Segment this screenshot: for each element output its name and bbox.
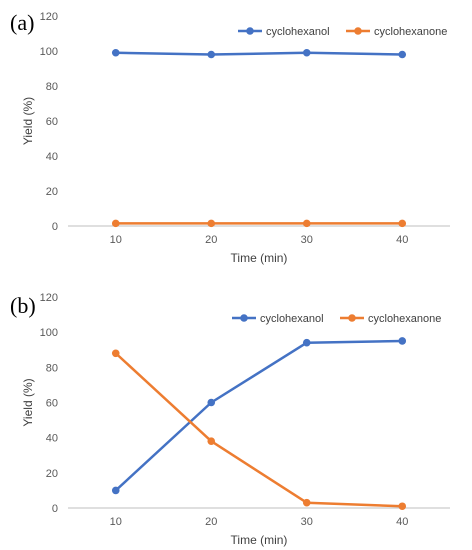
data-point-cyclohexanone: [111, 349, 120, 358]
y-tick-label: 60: [46, 116, 58, 128]
y-tick-label: 20: [46, 186, 58, 198]
legend-label-cyclohexanol: cyclohexanol: [260, 313, 324, 325]
y-tick-label: 0: [52, 221, 58, 233]
data-point-cyclohexanol: [398, 50, 407, 59]
panel-label: (a): [10, 10, 34, 35]
y-tick-label: 0: [52, 503, 58, 515]
data-point-cyclohexanol: [398, 337, 407, 345]
y-axis-label: Yield (%): [21, 378, 35, 426]
x-tick-label: 40: [396, 234, 408, 246]
y-tick-label: 100: [40, 327, 58, 339]
data-point-cyclohexanone: [302, 498, 311, 507]
series-line-cyclohexanol: [115, 51, 403, 56]
x-tick-label: 10: [110, 234, 122, 246]
series-line-cyclohexanol: [114, 339, 403, 492]
data-point-cyclohexanone: [111, 219, 120, 228]
x-tick-label: 30: [301, 516, 313, 528]
legend-label-cyclohexanone: cyclohexanone: [368, 313, 441, 325]
x-axis-label: Time (min): [231, 533, 288, 547]
y-tick-label: 40: [46, 151, 58, 163]
data-point-cyclohexanone: [302, 219, 311, 228]
y-axis-label: Yield (%): [21, 97, 35, 145]
legend-marker-cyclohexanol: [240, 314, 248, 322]
x-tick-label: 40: [396, 516, 408, 528]
data-point-cyclohexanone: [398, 219, 407, 228]
x-tick-label: 20: [205, 516, 217, 528]
data-point-cyclohexanol: [207, 50, 216, 59]
data-point-cyclohexanol: [111, 486, 120, 495]
legend-marker-cyclohexanone: [354, 27, 362, 35]
legend-marker-cyclohexanol: [246, 27, 254, 35]
y-tick-label: 80: [46, 362, 58, 374]
legend-label-cyclohexanol: cyclohexanol: [266, 26, 330, 38]
y-tick-label: 80: [46, 81, 58, 93]
y-tick-label: 100: [40, 46, 58, 58]
legend-label-cyclohexanone: cyclohexanone: [374, 26, 447, 38]
chart-panel-0: (a) 0 20 40 60 80 100 120 10 20 30 40 Time (min) Yiel…: [10, 10, 450, 265]
x-tick-label: 10: [110, 516, 122, 528]
x-tick-label: 30: [301, 234, 313, 246]
y-tick-label: 120: [40, 11, 58, 23]
data-point-cyclohexanone: [207, 437, 216, 445]
y-tick-label: 40: [46, 433, 58, 445]
data-point-cyclohexanone: [207, 219, 216, 228]
data-point-cyclohexanol: [302, 48, 311, 57]
y-tick-label: 60: [46, 398, 58, 410]
y-tick-label: 120: [40, 292, 58, 304]
x-axis-label: Time (min): [231, 251, 288, 265]
y-tick-label: 20: [46, 468, 58, 480]
data-point-cyclohexanol: [302, 338, 311, 347]
legend-marker-cyclohexanone: [348, 314, 356, 322]
data-point-cyclohexanol: [207, 398, 216, 407]
series-line-cyclohexanone: [114, 352, 403, 508]
x-tick-label: 20: [205, 234, 217, 246]
data-point-cyclohexanone: [398, 502, 407, 511]
panel-label: (b): [10, 293, 36, 318]
data-point-cyclohexanol: [111, 48, 120, 57]
chart-panel-1: (b) 0 20 40 60 80 100 120 10 20 30 40 Time (min) Yiel…: [10, 292, 450, 547]
